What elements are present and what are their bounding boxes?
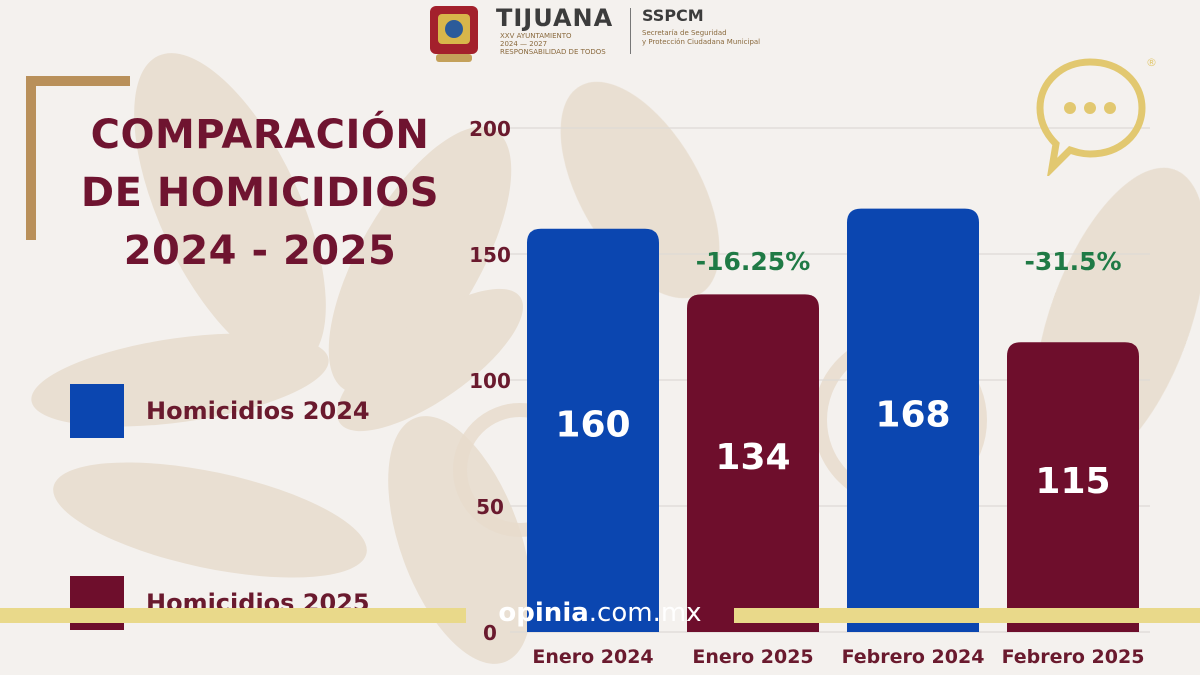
chart-title: COMPARACIÓN DE HOMICIDIOS 2024 - 2025 xyxy=(70,106,450,280)
agency-name: SSPCM xyxy=(642,6,704,25)
y-tick-label: 0 xyxy=(483,621,497,645)
chat-bubble-icon: ® xyxy=(1036,56,1157,176)
y-tick-label: 150 xyxy=(469,243,511,267)
title-line-1: COMPARACIÓN xyxy=(90,112,430,158)
y-tick-label: 100 xyxy=(469,369,511,393)
bar-value-label: 134 xyxy=(715,437,790,478)
title-line-2: DE HOMICIDIOS xyxy=(80,170,440,216)
agency-subtitle: Secretaría de Seguridad y Protección Ciu… xyxy=(642,29,761,46)
bar-value-label: 168 xyxy=(875,394,950,435)
bar-value-label: 160 xyxy=(555,404,630,445)
header-divider xyxy=(630,8,631,54)
y-tick-label: 50 xyxy=(476,495,504,519)
legend-item-2024: Homicidios 2024 xyxy=(70,384,370,438)
title-line-3: 2024 - 2025 xyxy=(123,228,397,274)
bar-value-label: 115 xyxy=(1035,461,1110,502)
bar xyxy=(1007,342,1139,632)
x-tick-label: Febrero 2024 xyxy=(842,646,985,668)
watermark-bar-right xyxy=(734,608,1200,623)
y-tick-label: 200 xyxy=(469,117,511,141)
legend-label-2024: Homicidios 2024 xyxy=(146,397,370,425)
bar xyxy=(847,208,979,632)
watermark-bar-left xyxy=(0,608,466,623)
legend-swatch-2024 xyxy=(70,384,124,438)
bar xyxy=(687,294,819,632)
tijuana-seal-icon xyxy=(430,6,478,62)
watermark-text: opinia.com.mx xyxy=(498,598,702,628)
x-tick-label: Febrero 2025 xyxy=(1002,646,1145,668)
registered-mark: ® xyxy=(1146,56,1157,69)
city-subtitle: XXV AYUNTAMIENTO 2024 — 2027 RESPONSABIL… xyxy=(500,32,606,56)
percent-change-annotation: -16.25% xyxy=(696,247,811,276)
city-name: TIJUANA xyxy=(496,4,614,32)
x-tick-label: Enero 2024 xyxy=(532,646,653,668)
x-tick-label: Enero 2025 xyxy=(692,646,813,668)
header-logos: TIJUANA XXV AYUNTAMIENTO 2024 — 2027 RES… xyxy=(420,0,820,70)
percent-change-annotation: -31.5% xyxy=(1024,247,1121,276)
title-bracket xyxy=(26,76,130,240)
bar xyxy=(527,228,659,633)
